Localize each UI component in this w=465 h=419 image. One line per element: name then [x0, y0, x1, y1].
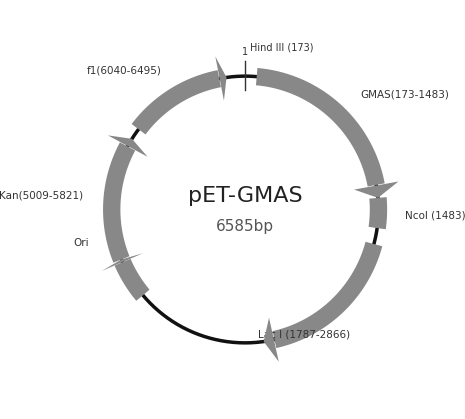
Text: GMAS(173-1483): GMAS(173-1483)	[360, 89, 449, 99]
Polygon shape	[256, 68, 385, 186]
Polygon shape	[354, 181, 399, 198]
Text: f1(6040-6495): f1(6040-6495)	[86, 65, 161, 75]
Text: Hind III (173): Hind III (173)	[251, 42, 314, 52]
Polygon shape	[132, 70, 221, 134]
Text: Ori: Ori	[73, 238, 88, 248]
Polygon shape	[369, 197, 387, 229]
Polygon shape	[103, 142, 135, 263]
Polygon shape	[102, 253, 143, 271]
Text: NcoI (1483): NcoI (1483)	[405, 210, 465, 220]
Text: Lac I (1787-2866): Lac I (1787-2866)	[258, 329, 350, 339]
Polygon shape	[272, 242, 382, 348]
Polygon shape	[114, 259, 150, 301]
Text: 1: 1	[242, 47, 248, 57]
Text: 6585bp: 6585bp	[216, 219, 274, 234]
Text: Kan(5009-5821): Kan(5009-5821)	[0, 190, 83, 200]
Polygon shape	[215, 57, 226, 101]
Text: pET-GMAS: pET-GMAS	[188, 186, 302, 206]
Polygon shape	[264, 318, 279, 362]
Polygon shape	[108, 135, 147, 157]
